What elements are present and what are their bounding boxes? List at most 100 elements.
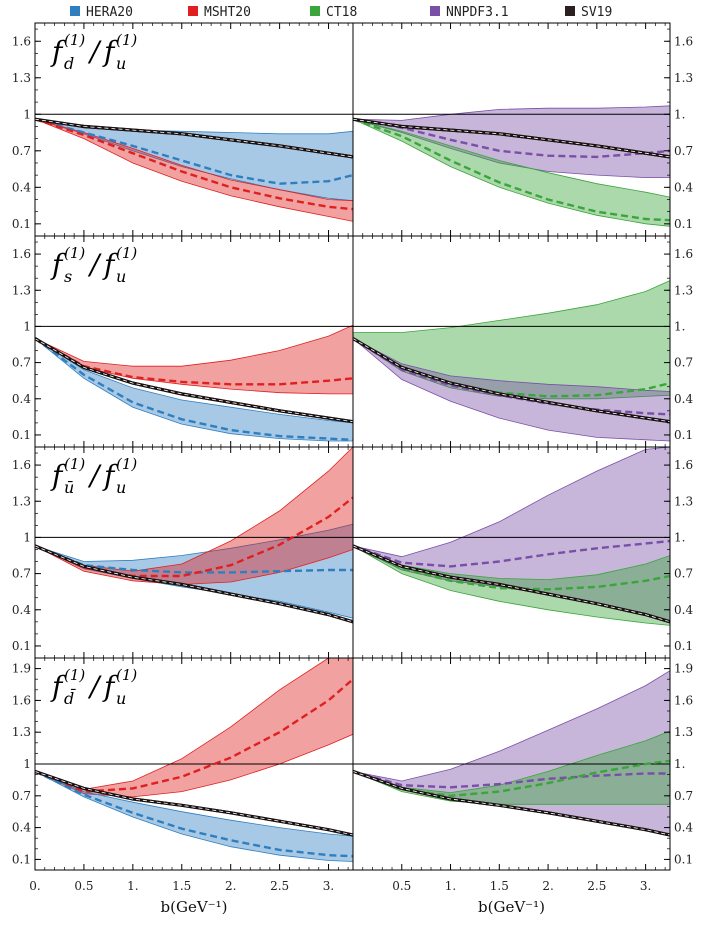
panel-title-slash: / — [87, 248, 102, 281]
x-tick-label: 0. — [29, 879, 40, 893]
panel-r1-c0-plot-area — [35, 324, 353, 442]
y-tick-label: 1 — [23, 107, 31, 121]
panel-r3-c1: 0.1 0.4 0.7 1. 1.3 1.6 1.9 — [352, 657, 693, 871]
central-line-dash-sv19 — [353, 338, 670, 423]
band-ct18 — [353, 118, 670, 227]
x-tick-label: 2.5 — [587, 879, 606, 893]
y-tick-label: 1.3 — [674, 725, 693, 739]
panel-title-num-sub: s — [64, 267, 72, 286]
panel-title-num-sub: d̄ — [64, 687, 76, 708]
y-tick-label: 1.6 — [12, 34, 31, 48]
panel-title-den-sup: (1) — [116, 455, 137, 473]
y-tick-label: 1. — [674, 107, 685, 121]
legend-label-msht20: MSHT20 — [204, 5, 251, 20]
y-tick-label: 0.1 — [12, 852, 31, 866]
legend-swatch-ct18 — [310, 6, 320, 16]
panels: 0.10.40.711.31.6 f d(1) / f u(1)0.10.40.71.1.… — [12, 22, 693, 871]
y-tick-label: 0.7 — [12, 789, 31, 803]
y-tick-label: 0.1 — [12, 428, 31, 442]
band-ct18 — [353, 280, 670, 400]
y-tick-label: 0.1 — [674, 428, 693, 442]
y-tick-label: 1 — [23, 319, 31, 333]
panel-r0-c1-plot-area — [353, 105, 670, 227]
y-tick-label: 0.7 — [12, 567, 31, 581]
x-tick-label: 0.5 — [392, 879, 411, 893]
panel-title-slash: / — [87, 35, 102, 68]
legend: HERA20 MSHT20 CT18 NNPDF3.1 SV19 — [70, 5, 612, 20]
x-tick-label: 1.5 — [172, 879, 191, 893]
panel-title-slash: / — [87, 459, 102, 492]
y-tick-label: 1.9 — [674, 662, 693, 676]
central-line-dash-sv19 — [35, 545, 353, 623]
panel-r3-c0: 0.10.40.711.31.61.9f d̄(1) / f u(1) — [12, 657, 354, 871]
y-tick-label: 0.4 — [12, 821, 31, 835]
y-tick-label: 1.6 — [12, 693, 31, 707]
legend-swatch-hera20 — [70, 6, 80, 16]
central-line-hera20 — [35, 770, 353, 858]
panel-title-3: f d̄(1) / f u(1) — [50, 666, 137, 708]
central-line-dash-sv19 — [35, 338, 353, 423]
x-tick-label: 1. — [445, 879, 456, 893]
panel-title-num-sub: ū — [64, 478, 74, 497]
legend-label-ct18: CT18 — [326, 5, 357, 20]
panel-title-den-sup: (1) — [116, 31, 137, 49]
x-axis-title: b(GeV⁻¹) — [478, 898, 545, 916]
panel-title-2: f ū(1) / f u(1) — [50, 455, 137, 497]
central-line-dash-sv19 — [353, 545, 670, 623]
legend-label-nnpdf3-1: NNPDF3.1 — [446, 5, 509, 20]
panel-r3-c1-plot-area — [353, 670, 670, 837]
panel-r2-c1: 0.1 0.4 0.7 1. 1.3 1.6 — [352, 446, 693, 659]
y-tick-label: 0.1 — [12, 217, 31, 231]
band-nnpdf3-1 — [353, 447, 670, 623]
band-msht20 — [35, 118, 353, 222]
y-tick-label: 0.7 — [674, 144, 693, 158]
band-msht20 — [35, 324, 353, 395]
panel-title-den-sup: (1) — [116, 666, 137, 684]
panel-r0-c0-plot-area — [35, 113, 353, 222]
band-hera20 — [35, 338, 353, 442]
band-msht20 — [35, 658, 353, 798]
legend-swatch-nnpdf3-1 — [430, 6, 440, 16]
y-tick-label: 1.6 — [12, 458, 31, 472]
x-tick-label: 2. — [225, 879, 236, 893]
y-tick-label: 1.3 — [674, 494, 693, 508]
central-line-msht20 — [35, 337, 353, 386]
y-tick-label: 1 — [23, 757, 31, 771]
y-tick-label: 1.6 — [674, 458, 693, 472]
band-nnpdf3-1 — [353, 338, 670, 442]
y-tick-label: 1.3 — [12, 725, 31, 739]
panel-r2-c1-plot-area — [353, 447, 670, 626]
y-tick-label: 1.3 — [674, 71, 693, 85]
panel-title-num-sup: (1) — [64, 455, 85, 473]
panel-r0-c0: 0.10.40.711.31.6 f d(1) / f u(1) — [12, 22, 354, 237]
y-tick-label: 1.6 — [674, 693, 693, 707]
panel-title-slash: / — [87, 670, 102, 703]
y-tick-label: 0.7 — [674, 567, 693, 581]
central-line-dash-sv19 — [35, 771, 353, 836]
legend-swatch-sv19 — [565, 6, 575, 16]
panel-r2-c0: 0.10.40.711.31.6 f ū(1) / f u(1) — [12, 446, 354, 659]
y-tick-label: 0.4 — [12, 603, 31, 617]
panel-title-0: f d(1) / f u(1) — [50, 31, 137, 73]
band-msht20 — [35, 447, 353, 585]
central-line-hera20 — [35, 337, 353, 441]
y-tick-label: 1.6 — [674, 34, 693, 48]
central-line-hera20 — [35, 544, 353, 574]
y-tick-label: 0.4 — [674, 392, 693, 406]
legend-label-hera20: HERA20 — [86, 5, 133, 20]
panel-r0-c1: 0.1 0.4 0.7 1. 1.3 1.6 — [352, 22, 693, 237]
x-axis-labels: 0. 0.5 1. 1.5 2. 2.5 3. b(GeV⁻¹) 0.5 1. 1.5 2. 2.5 3.… — [29, 879, 651, 916]
panel-r3-c0-plot-area — [35, 658, 353, 862]
central-line-dash-sv19 — [35, 118, 353, 158]
y-tick-label: 0.4 — [674, 603, 693, 617]
central-line-dash-sv19 — [353, 771, 670, 836]
y-tick-label: 0.1 — [674, 217, 693, 231]
y-tick-label: 0.1 — [674, 639, 693, 653]
y-tick-label: 1.6 — [12, 247, 31, 261]
band-hera20 — [35, 771, 353, 862]
panel-title-num-sup: (1) — [64, 244, 85, 262]
x-tick-label: 2. — [542, 879, 553, 893]
central-line-nnpdf3-1 — [353, 539, 670, 568]
panel-title-den-sub: u — [116, 689, 126, 708]
